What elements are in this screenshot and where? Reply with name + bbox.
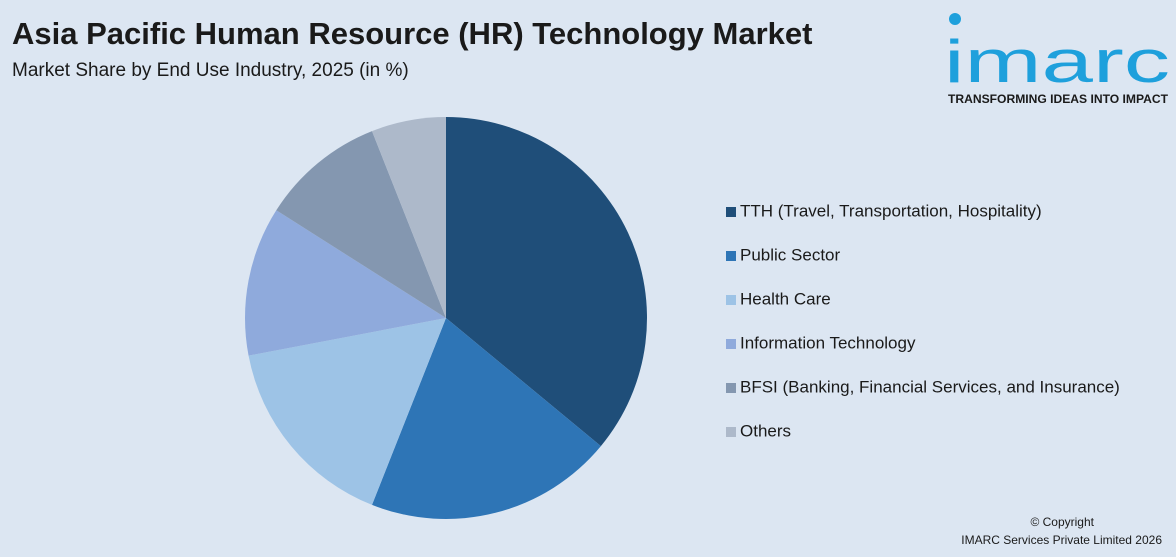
- legend-swatch: [726, 251, 736, 261]
- pie-slice: [248, 318, 446, 505]
- legend-label: TTH (Travel, Transportation, Hospitality…: [740, 201, 1042, 220]
- pie-slice: [446, 117, 647, 447]
- legend-swatch: [726, 295, 736, 305]
- legend-label: Public Sector: [740, 245, 840, 264]
- logo-dot: [949, 13, 961, 25]
- legend-label: Information Technology: [740, 333, 916, 352]
- pie-slice: [372, 117, 446, 318]
- copyright: © Copyright: [1030, 515, 1094, 529]
- chart-title: Asia Pacific Human Resource (HR) Technol…: [12, 16, 812, 51]
- copyright: IMARC Services Private Limited 2026: [961, 533, 1162, 547]
- logo-tagline: TRANSFORMING IDEAS INTO IMPACT: [948, 92, 1169, 106]
- logo: imarc: [944, 28, 1170, 95]
- pie-slice: [245, 210, 446, 356]
- legend-label: Health Care: [740, 289, 831, 308]
- legend-swatch: [726, 207, 736, 217]
- legend-label: BFSI (Banking, Financial Services, and I…: [740, 377, 1120, 396]
- legend-label: Others: [740, 421, 791, 440]
- legend-swatch: [726, 427, 736, 437]
- pie-slice: [276, 131, 446, 318]
- chart-subtitle: Market Share by End Use Industry, 2025 (…: [12, 60, 409, 81]
- pie-slice: [372, 318, 601, 519]
- legend-swatch: [726, 339, 736, 349]
- legend-swatch: [726, 383, 736, 393]
